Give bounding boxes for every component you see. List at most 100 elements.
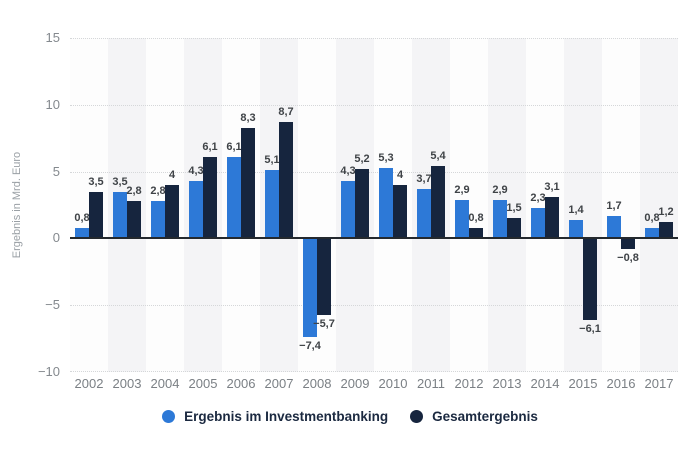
bar-value-label: −6,1 bbox=[579, 322, 601, 335]
bar-value-label: 5,3 bbox=[378, 151, 394, 164]
bar-gesamtergebnis[interactable] bbox=[355, 168, 369, 239]
bar-investmentbanking[interactable] bbox=[75, 227, 89, 239]
bar-gesamtergebnis[interactable] bbox=[89, 191, 103, 239]
legend-dot-gesamtergebnis bbox=[410, 410, 424, 423]
x-tick-label: 2004 bbox=[150, 376, 180, 391]
y-tick-label: 15 bbox=[45, 30, 60, 45]
bar-value-label: 3,7 bbox=[416, 172, 432, 185]
legend-label-gesamtergebnis: Gesamtergebnis bbox=[432, 409, 538, 424]
x-tick-label: 2003 bbox=[112, 376, 142, 391]
bar-gesamtergebnis[interactable] bbox=[393, 184, 407, 239]
bar-value-label: 4,3 bbox=[188, 164, 204, 177]
x-tick-label: 2013 bbox=[492, 376, 522, 391]
bar-value-label: 0,8 bbox=[74, 211, 90, 224]
bar-value-label: −0,8 bbox=[617, 252, 639, 265]
bar-value-label: 0,8 bbox=[468, 211, 484, 224]
bar-value-label: 3,5 bbox=[88, 175, 104, 188]
gridline bbox=[70, 105, 678, 106]
bar-gesamtergebnis[interactable] bbox=[165, 184, 179, 239]
bar-value-label: 5,2 bbox=[354, 152, 370, 165]
x-tick-label: 2016 bbox=[606, 376, 636, 391]
bar-value-label: −5,7 bbox=[313, 317, 335, 330]
bar-value-label: 3,1 bbox=[544, 180, 560, 193]
y-tick-label: −10 bbox=[37, 364, 60, 379]
bar-investmentbanking[interactable] bbox=[493, 199, 507, 239]
bar-value-label: 4 bbox=[168, 168, 176, 181]
bar-value-label: 5,1 bbox=[264, 154, 280, 167]
bar-investmentbanking[interactable] bbox=[417, 188, 431, 239]
bar-investmentbanking[interactable] bbox=[189, 180, 203, 239]
x-tick-label: 2015 bbox=[568, 376, 598, 391]
bar-gesamtergebnis[interactable] bbox=[545, 196, 559, 239]
background-stripe bbox=[640, 38, 678, 372]
bar-value-label: 2,3 bbox=[530, 191, 546, 204]
legend-label-investmentbanking: Ergebnis im Investmentbanking bbox=[184, 409, 389, 424]
bar-investmentbanking[interactable] bbox=[607, 215, 621, 239]
y-tick-label: 10 bbox=[45, 96, 60, 112]
bar-gesamtergebnis[interactable] bbox=[583, 238, 597, 320]
bar-value-label: 4 bbox=[396, 168, 404, 181]
bar-value-label: 2,8 bbox=[126, 184, 142, 197]
bar-gesamtergebnis[interactable] bbox=[241, 127, 255, 239]
bar-value-label: 2,9 bbox=[454, 183, 470, 196]
bar-investmentbanking[interactable] bbox=[455, 199, 469, 239]
x-tick-label: 2017 bbox=[644, 376, 674, 391]
x-tick-label: 2002 bbox=[74, 376, 104, 391]
bar-gesamtergebnis[interactable] bbox=[621, 238, 635, 250]
bar-value-label: 2,9 bbox=[492, 183, 508, 196]
legend-dot-investmentbanking bbox=[162, 410, 176, 423]
gridline bbox=[70, 38, 678, 39]
bar-value-label: 0,8 bbox=[644, 211, 660, 224]
bar-investmentbanking[interactable] bbox=[151, 200, 165, 239]
bar-investmentbanking[interactable] bbox=[531, 207, 545, 239]
bar-investmentbanking[interactable] bbox=[303, 238, 317, 338]
bar-value-label: 2,8 bbox=[150, 184, 166, 197]
x-tick-label: 2011 bbox=[417, 376, 445, 391]
bar-value-label: 1,5 bbox=[506, 202, 522, 215]
bar-value-label: 1,4 bbox=[568, 203, 584, 216]
y-axis-title: Ergebnis in Mrd. Euro bbox=[11, 151, 23, 259]
x-tick-label: 2005 bbox=[188, 376, 218, 391]
bar-gesamtergebnis[interactable] bbox=[279, 122, 293, 239]
bar-gesamtergebnis[interactable] bbox=[127, 200, 141, 239]
legend-item-investmentbanking[interactable]: Ergebnis im Investmentbanking bbox=[162, 409, 388, 424]
x-tick-label: 2014 bbox=[530, 376, 560, 391]
bar-value-label: 8,3 bbox=[240, 111, 256, 124]
bar-investmentbanking[interactable] bbox=[265, 170, 279, 239]
y-tick-label: −5 bbox=[45, 297, 60, 313]
y-tick-label: 5 bbox=[52, 163, 60, 179]
legend-item-gesamtergebnis[interactable]: Gesamtergebnis bbox=[410, 409, 538, 424]
bar-value-label: 5,4 bbox=[430, 150, 446, 163]
bar-investmentbanking[interactable] bbox=[113, 191, 127, 239]
gridline bbox=[70, 172, 678, 173]
bar-value-label: 1,2 bbox=[658, 206, 674, 219]
x-tick-label: 2012 bbox=[454, 376, 484, 391]
background-stripe bbox=[602, 38, 640, 372]
zero-line bbox=[70, 237, 678, 240]
gridline bbox=[70, 305, 678, 306]
bar-value-label: −7,4 bbox=[299, 340, 321, 353]
bar-value-label: 1,7 bbox=[606, 199, 622, 212]
x-tick-label: 2009 bbox=[340, 376, 370, 391]
bar-investmentbanking[interactable] bbox=[645, 227, 659, 239]
plot-area: 0,8 3,5 2,8 4,3 6,1 5,1 −7,4 4,3 5,3 3,7 2,9 2,9 2,3… bbox=[70, 38, 678, 372]
bar-gesamtergebnis[interactable] bbox=[469, 227, 483, 239]
bar-gesamtergebnis[interactable] bbox=[507, 218, 521, 239]
bar-gesamtergebnis[interactable] bbox=[317, 238, 331, 315]
bar-investmentbanking[interactable] bbox=[569, 219, 583, 239]
x-tick-label: 2008 bbox=[302, 376, 332, 391]
bar-gesamtergebnis[interactable] bbox=[431, 166, 445, 239]
x-tick-label: 2010 bbox=[378, 376, 408, 391]
y-tick-label: 0 bbox=[52, 230, 60, 246]
gridline bbox=[70, 371, 678, 372]
legend: Ergebnis im Investmentbanking Gesamterge… bbox=[0, 409, 700, 424]
bar-gesamtergebnis[interactable] bbox=[203, 156, 217, 239]
bar-investmentbanking[interactable] bbox=[341, 180, 355, 239]
bar-value-label: 4,3 bbox=[340, 164, 356, 177]
bar-value-label: 3,5 bbox=[112, 175, 128, 188]
bar-value-label: 6,1 bbox=[226, 140, 242, 153]
bar-investmentbanking[interactable] bbox=[227, 156, 241, 239]
bar-gesamtergebnis[interactable] bbox=[659, 222, 673, 239]
bar-investmentbanking[interactable] bbox=[379, 167, 393, 239]
